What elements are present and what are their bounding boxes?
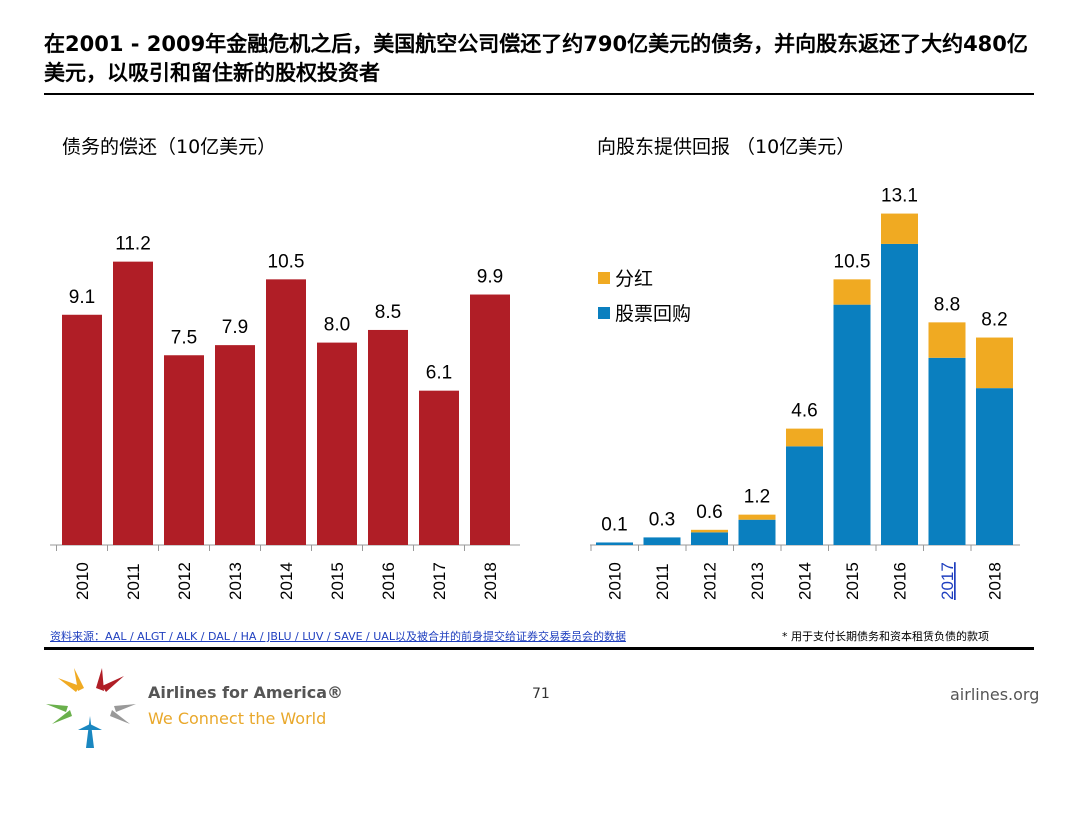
tick-label-2016: 2016: [379, 562, 398, 600]
data-label-2016: 8.5: [375, 302, 401, 323]
total-label-2016: 13.1: [881, 186, 918, 207]
footnote: * 用于支付长期债务和资本租赁负债的款项: [782, 630, 989, 643]
a4a-logo-icon: [46, 668, 136, 748]
bar-2011-buyback: [643, 537, 681, 545]
total-label-2014: 4.6: [791, 401, 817, 422]
tick-label-2018: 2018: [986, 562, 1005, 600]
brand-tagline: We Connect the World: [148, 709, 327, 728]
bar-2011: [113, 261, 153, 545]
legend-swatch-dividend: [598, 272, 610, 284]
total-label-2015: 10.5: [834, 251, 871, 272]
debt-chart-title: 债务的偿还（10亿美元）: [62, 136, 277, 158]
bar-2014-dividend: [786, 428, 823, 447]
tick-label-2010: 2010: [606, 562, 625, 600]
tick-label-2018: 2018: [481, 562, 500, 600]
shareholder-returns-chart: 0.1 2010 0.3 2011 0.6 2012 1.2 2013 4.6 2014 10.5 2…: [590, 186, 1020, 600]
legend-label-buyback: 股票回购: [615, 303, 691, 325]
source-link[interactable]: 资料来源：AAL / ALGT / ALK / DAL / HA / JBLU …: [50, 630, 626, 643]
data-label-2010: 9.1: [69, 287, 95, 308]
data-label-2015: 8.0: [324, 315, 350, 336]
total-label-2013: 1.2: [744, 487, 770, 508]
data-label-2017: 6.1: [426, 363, 452, 384]
bar-2017-dividend: [928, 322, 966, 358]
total-label-2018: 8.2: [981, 310, 1007, 331]
bar-2015: [317, 342, 357, 545]
tick-label-2011: 2011: [124, 563, 143, 600]
tick-label-2013: 2013: [226, 562, 245, 600]
total-label-2012: 0.6: [696, 502, 722, 523]
bar-2017-buyback: [928, 357, 966, 545]
tick-label-2014: 2014: [277, 562, 296, 600]
tick-label-2015: 2015: [843, 562, 862, 600]
slide-title: 在2001 - 2009年金融危机之后，美国航空公司偿还了约790亿美元的债务，…: [44, 32, 1028, 85]
tick-label-2011: 2011: [653, 563, 672, 600]
legend-label-dividend: 分红: [615, 268, 653, 290]
bar-2012-dividend: [691, 529, 728, 533]
debt-repayment-chart: 9.1 2010 11.2 2011 7.5 2012 7.9 2013 10.5 2014 8.0…: [50, 234, 520, 600]
data-label-2018: 9.9: [477, 267, 503, 288]
bar-2010: [62, 314, 102, 545]
bar-2015-buyback: [833, 304, 871, 545]
legend-swatch-buyback: [598, 307, 610, 319]
bar-2013: [215, 345, 255, 545]
tick-label-2017: 2017: [430, 562, 449, 600]
bar-2018: [470, 294, 510, 545]
bar-2017: [419, 390, 459, 545]
bar-2016-dividend: [881, 213, 918, 244]
bar-2014: [266, 279, 306, 545]
footer-divider: [44, 647, 1034, 650]
website: airlines.org: [950, 685, 1040, 704]
bar-2014-buyback: [786, 446, 823, 545]
tick-label-2012: 2012: [701, 562, 720, 600]
brand-name: Airlines for America®: [148, 683, 344, 702]
returns-chart-title: 向股东提供回报 （10亿美元）: [597, 136, 856, 158]
bar-2016-buyback: [881, 243, 918, 545]
bar-2012: [164, 355, 204, 545]
tick-label-2017: 2017: [938, 562, 957, 600]
total-label-2011: 0.3: [649, 509, 675, 530]
tick-label-2014: 2014: [796, 562, 815, 600]
bar-2015-dividend: [833, 279, 871, 305]
bar-2018-dividend: [976, 337, 1013, 389]
bar-2013-dividend: [738, 514, 776, 520]
tick-label-2016: 2016: [891, 562, 910, 600]
bar-2016: [368, 329, 408, 545]
bar-2012-buyback: [691, 532, 728, 545]
data-label-2011: 11.2: [115, 234, 151, 255]
data-label-2014: 10.5: [268, 251, 305, 272]
title-divider: [44, 93, 1034, 95]
data-label-2013: 7.9: [222, 317, 248, 338]
page-number: 71: [532, 686, 550, 702]
total-label-2017: 8.8: [934, 294, 960, 315]
tick-label-2012: 2012: [175, 562, 194, 600]
tick-label-2013: 2013: [748, 562, 767, 600]
bar-2013-buyback: [738, 519, 776, 545]
total-label-2010: 0.1: [601, 514, 627, 535]
bar-2018-buyback: [976, 388, 1013, 545]
tick-label-2015: 2015: [328, 562, 347, 600]
tick-label-2010: 2010: [73, 562, 92, 600]
data-label-2012: 7.5: [171, 327, 197, 348]
bar-2010-buyback: [596, 542, 633, 545]
